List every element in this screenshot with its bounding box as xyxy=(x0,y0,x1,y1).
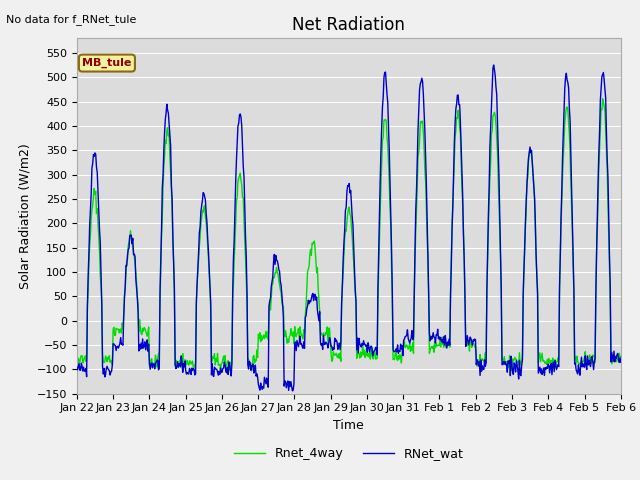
RNet_wat xyxy=(194,266,202,272)
RNet_wat xyxy=(431,340,439,346)
Rnet_4way xyxy=(248,368,255,374)
Text: No data for f_RNet_tule: No data for f_RNet_tule xyxy=(6,14,137,25)
Rnet_4way xyxy=(599,96,607,102)
RNet_wat xyxy=(416,87,424,93)
RNet_wat xyxy=(490,62,497,68)
Rnet_4way xyxy=(139,325,147,331)
Rnet_4way xyxy=(617,354,625,360)
Rnet_4way xyxy=(431,345,439,350)
Y-axis label: Solar Radiation (W/m2): Solar Radiation (W/m2) xyxy=(18,143,31,289)
Rnet_4way xyxy=(194,267,202,273)
Rnet_4way xyxy=(223,366,230,372)
RNet_wat xyxy=(289,388,296,394)
RNet_wat xyxy=(83,374,90,380)
Rnet_4way xyxy=(83,358,90,363)
Legend: Rnet_4way, RNet_wat: Rnet_4way, RNet_wat xyxy=(229,443,468,466)
Rnet_4way xyxy=(416,139,424,144)
RNet_wat xyxy=(139,336,147,342)
Title: Net Radiation: Net Radiation xyxy=(292,16,405,34)
X-axis label: Time: Time xyxy=(333,419,364,432)
Line: RNet_wat: RNet_wat xyxy=(77,65,621,391)
Line: Rnet_4way: Rnet_4way xyxy=(77,99,621,371)
Text: MB_tule: MB_tule xyxy=(82,58,132,68)
RNet_wat xyxy=(223,370,230,376)
RNet_wat xyxy=(617,360,625,365)
Rnet_4way xyxy=(73,355,81,361)
RNet_wat xyxy=(73,364,81,370)
